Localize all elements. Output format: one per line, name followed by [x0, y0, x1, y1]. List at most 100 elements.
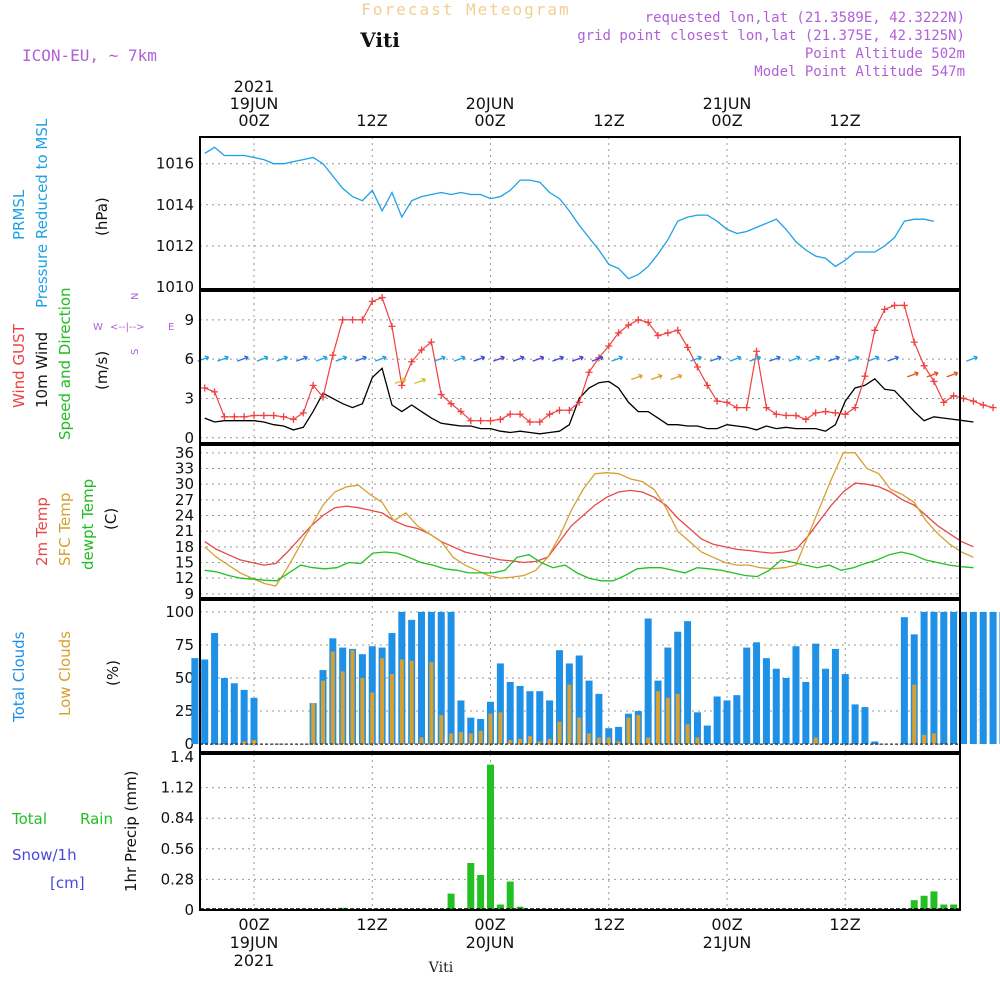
wind-label-1: Wind GUST — [10, 323, 28, 408]
gust-marker — [339, 316, 347, 324]
wind-direction-arrow — [690, 355, 702, 362]
rain-bar — [339, 907, 347, 910]
gust-marker — [289, 415, 297, 423]
gust-marker — [487, 417, 494, 425]
top-tick-5: 00Z — [711, 111, 742, 130]
compass-arrow: <--|--> — [110, 322, 145, 333]
rain-bar — [940, 904, 948, 910]
total-clouds-bar — [615, 726, 623, 745]
gust-marker — [920, 362, 928, 370]
low-clouds-bar — [311, 703, 316, 745]
total-clouds-bar — [831, 648, 839, 745]
gust-marker — [871, 326, 879, 334]
low-clouds-bar — [695, 737, 700, 745]
gust-marker — [812, 409, 820, 417]
wind-direction-arrow — [355, 355, 367, 362]
total-clouds-bar — [812, 643, 820, 745]
low-clouds-bar — [320, 680, 325, 745]
wind-ytick-1: 6 — [184, 350, 194, 368]
total-clouds-bar — [674, 631, 682, 745]
precip-label-cm: [cm] — [50, 874, 85, 892]
bottom-tick-2: 12Z — [356, 915, 387, 934]
precip-labels: Total Rain Snow/1h [cm] 1hr Precip (mm) — [11, 771, 140, 892]
gust-marker — [743, 404, 751, 412]
low-clouds-bar — [646, 737, 651, 745]
temp-dewpt-line — [204, 551, 974, 582]
total-clouds-bar — [526, 691, 534, 745]
gust-marker — [969, 397, 977, 405]
total-clouds-bar — [664, 647, 672, 745]
pressure-line — [204, 146, 935, 280]
wind-direction-arrow — [788, 355, 801, 362]
total-clouds-bar — [693, 712, 701, 745]
gust-marker — [319, 393, 327, 401]
total-clouds-bar — [536, 691, 544, 745]
precip-ytick-0: 1.4 — [170, 748, 194, 766]
precip-ytick-2: 0.84 — [161, 809, 194, 827]
total-clouds-bar — [496, 663, 504, 745]
gust-marker — [280, 413, 288, 421]
clouds-ytick-4: 0 — [184, 735, 194, 753]
gust-marker — [624, 321, 632, 329]
wind-direction-arrow — [414, 377, 427, 385]
gust-marker — [427, 338, 435, 346]
gust-marker — [664, 329, 672, 337]
total-clouds-bar — [467, 717, 475, 745]
top-tick-6: 12Z — [829, 111, 860, 130]
gust-marker — [733, 404, 741, 412]
wind-direction-arrow — [611, 355, 624, 362]
total-clouds-bar — [851, 704, 859, 745]
wind-direction-arrow — [591, 355, 604, 362]
gust-marker — [565, 406, 573, 414]
temp-ytick-4: 24 — [175, 506, 194, 524]
low-clouds-bar — [527, 736, 532, 745]
gust-marker — [723, 398, 731, 406]
pressure-label-2: Pressure Reduced to MSL — [33, 118, 51, 308]
low-clouds-bar — [449, 733, 454, 745]
gust-marker — [388, 322, 396, 330]
low-clouds-bar — [399, 659, 404, 745]
bottom-tick-3: 00Z — [474, 915, 505, 934]
compass-s: S — [130, 349, 141, 355]
total-clouds-bar — [506, 681, 514, 745]
rain-bar — [506, 881, 514, 910]
gust-marker — [782, 411, 790, 419]
total-clouds-bar — [447, 611, 455, 745]
low-clouds-bar — [360, 677, 365, 745]
gust-marker — [437, 391, 445, 399]
wind-ytick-2: 3 — [184, 389, 194, 407]
total-clouds-bar — [950, 611, 958, 745]
gust-marker — [654, 332, 662, 340]
gust-marker — [674, 326, 682, 334]
low-clouds-bar — [458, 732, 463, 745]
wind-direction-arrow — [394, 377, 407, 385]
low-clouds-bar — [616, 741, 621, 745]
total-clouds-bar — [743, 647, 751, 745]
gust-marker — [979, 401, 987, 409]
low-clouds-bar — [252, 740, 256, 745]
gust-marker — [900, 301, 908, 309]
total-clouds-bar — [871, 741, 879, 745]
temp-2m-line — [204, 482, 974, 566]
wind-direction-arrow — [650, 373, 663, 381]
clouds-ytick-3: 25 — [175, 702, 194, 720]
rain-bar — [447, 893, 455, 910]
gust-marker — [516, 410, 524, 418]
temp-label-1: 2m Temp — [33, 497, 51, 566]
bottom-tick-1: 00Z — [238, 915, 269, 934]
total-clouds-bar — [979, 611, 987, 745]
clouds-label-2: Low Clouds — [56, 631, 74, 716]
wind-direction-arrow — [217, 355, 229, 362]
total-clouds-bar — [595, 693, 603, 745]
temp-ytick-6: 18 — [175, 538, 194, 556]
low-clouds-bar — [912, 684, 917, 745]
gust-marker — [555, 406, 563, 414]
wind-label-2: 10m Wind — [33, 332, 51, 408]
top-day-2: 20JUN — [466, 94, 515, 113]
gust-marker — [447, 400, 455, 408]
gust-marker — [230, 413, 238, 421]
total-clouds-bar — [930, 611, 938, 745]
total-clouds-bar — [546, 700, 554, 745]
precip-label-total: Total — [11, 810, 47, 828]
gust-marker — [526, 418, 534, 426]
